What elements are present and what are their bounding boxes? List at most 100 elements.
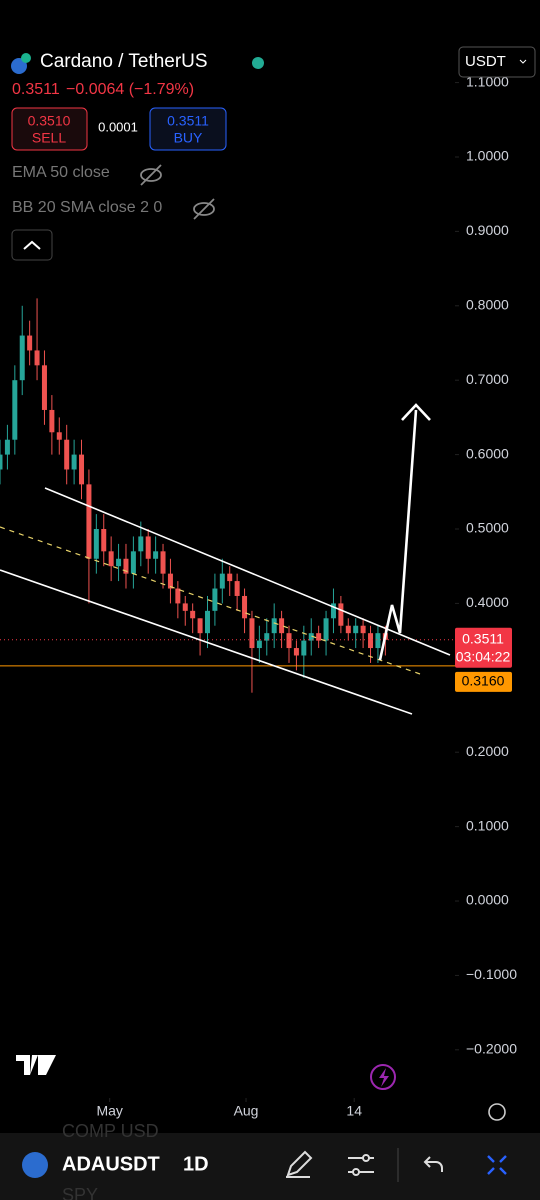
y-tick-label: −0.1000 xyxy=(466,966,517,982)
drawings xyxy=(0,403,451,715)
currency-select[interactable] xyxy=(458,46,536,78)
candle-body xyxy=(64,439,70,470)
candle-body xyxy=(153,551,159,559)
sell-button[interactable] xyxy=(11,107,88,151)
fullscreen-icon[interactable] xyxy=(487,1155,507,1175)
hide-icon[interactable] xyxy=(140,164,162,186)
candle-body xyxy=(330,603,336,619)
candle-body xyxy=(86,484,92,559)
candle-body xyxy=(242,595,248,619)
candle-body xyxy=(93,529,99,559)
candle-body xyxy=(353,625,359,634)
candle-body xyxy=(256,640,262,649)
y-tick-label: 0.1000 xyxy=(466,817,509,833)
level-badge-label: 0.3160 xyxy=(462,673,505,689)
channel-lower xyxy=(0,569,413,715)
candle-body xyxy=(108,551,114,567)
candle-body xyxy=(79,454,85,485)
candle-body xyxy=(279,618,285,634)
news-icon[interactable] xyxy=(370,1064,396,1090)
candle-body xyxy=(0,454,3,470)
price-badge-label: 0.3511 xyxy=(462,630,504,646)
y-tick-label: 1.0000 xyxy=(466,148,509,164)
arrow-head xyxy=(401,403,431,421)
y-tick-label: −0.2000 xyxy=(466,1041,517,1057)
candle-body xyxy=(12,380,18,440)
indicators-icon[interactable] xyxy=(348,1154,374,1176)
candle-body xyxy=(293,648,299,656)
candle-body xyxy=(160,551,166,574)
dropdown-icon xyxy=(519,59,527,64)
y-tick-label: 0.5000 xyxy=(466,520,509,536)
chart: 1.10001.00000.90000.80000.70000.60000.50… xyxy=(0,73,517,1119)
level-badge xyxy=(455,671,512,692)
candle-body xyxy=(123,558,129,574)
candle-body xyxy=(101,529,107,552)
candle-body xyxy=(204,610,210,634)
candle-body xyxy=(71,454,77,470)
watchlist-ghost: COMP USD xyxy=(62,1121,159,1141)
y-tick-label: 0.8000 xyxy=(466,296,509,312)
candle-body xyxy=(323,618,329,641)
ticker[interactable]: ADAUSDT xyxy=(62,1153,160,1175)
candle-body xyxy=(4,439,10,455)
projection-arrow xyxy=(378,409,418,661)
collapse-button[interactable] xyxy=(11,229,53,261)
undo-icon[interactable] xyxy=(423,1156,443,1172)
hide-icon[interactable] xyxy=(193,198,215,220)
last-price: 0.3511 xyxy=(12,81,60,98)
candle-body xyxy=(360,625,366,634)
candle-body xyxy=(301,640,307,656)
candle-body xyxy=(368,633,374,649)
candle-body xyxy=(41,365,47,410)
candle-body xyxy=(175,588,181,604)
candle-body xyxy=(145,536,151,559)
indicator-bb: BB 20 SMA close 2 0 xyxy=(12,199,162,216)
bottom-bar xyxy=(0,1133,540,1200)
candle-body xyxy=(249,618,255,649)
price-badge xyxy=(455,627,512,668)
candle-body xyxy=(264,633,270,641)
candle-body xyxy=(375,633,381,649)
candle-body xyxy=(27,335,33,351)
tv-logo-mark xyxy=(16,1055,56,1075)
y-tick-label: 0.2000 xyxy=(466,743,509,759)
candle-body xyxy=(182,603,188,611)
candle-body xyxy=(316,633,322,641)
x-tick-label: 14 xyxy=(346,1103,362,1119)
candle-body xyxy=(234,581,240,596)
channel-mid xyxy=(0,526,421,675)
candle-body xyxy=(271,618,277,634)
ticker-logo xyxy=(22,1152,48,1178)
watchlist-ghost: SPY xyxy=(62,1185,98,1200)
spread: 0.0001 xyxy=(98,119,138,134)
lightning xyxy=(379,1068,389,1087)
currency-label: USDT xyxy=(465,53,506,70)
candle-body xyxy=(19,335,25,381)
candle-body xyxy=(308,633,314,641)
candle-body xyxy=(190,610,196,619)
market-status xyxy=(252,57,264,69)
sell-label: SELL xyxy=(32,130,66,146)
candle-body xyxy=(212,588,218,611)
interval[interactable]: 1D xyxy=(183,1153,209,1175)
countdown: 03:04:22 xyxy=(456,648,511,664)
chevron-up xyxy=(23,240,41,250)
settings-icon[interactable] xyxy=(488,1103,506,1121)
symbol-title: Cardano / TetherUS xyxy=(40,51,208,72)
candle-body xyxy=(56,432,62,440)
draw-icon[interactable] xyxy=(286,1150,313,1178)
candle-body xyxy=(34,350,40,366)
y-tick-label: 0.4000 xyxy=(466,594,509,610)
candle-body xyxy=(138,536,144,552)
sell-price: 0.3510 xyxy=(28,113,71,129)
candle-body xyxy=(116,558,122,567)
y-tick-label: 0.7000 xyxy=(466,371,509,387)
candle-body xyxy=(345,625,351,634)
candle-body xyxy=(167,573,173,589)
y-tick-label: 0.6000 xyxy=(466,445,509,461)
buy-button[interactable] xyxy=(149,107,227,151)
buy-price: 0.3511 xyxy=(167,113,209,129)
x-tick-label: May xyxy=(96,1103,122,1119)
